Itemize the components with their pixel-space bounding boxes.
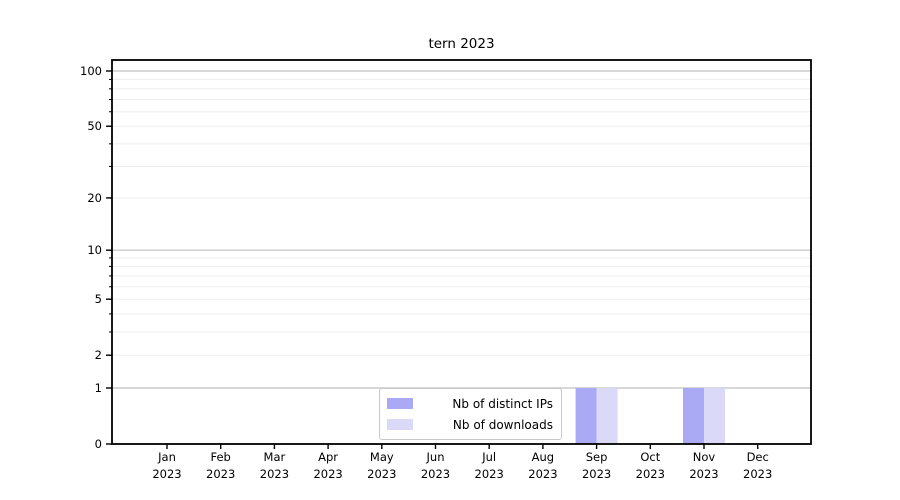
x-tick-label-month: Mar xyxy=(264,450,286,464)
x-tick-label-year: 2023 xyxy=(582,467,611,481)
y-tick-label: 1 xyxy=(95,381,102,395)
x-tick-label-year: 2023 xyxy=(260,467,289,481)
y-tick-label: 10 xyxy=(87,243,102,257)
x-tick-label-year: 2023 xyxy=(367,467,396,481)
x-tick-label-month: Nov xyxy=(693,450,716,464)
bar-nov-distinct-ips xyxy=(683,387,704,444)
y-tick-label: 2 xyxy=(95,348,102,362)
x-tick-label-year: 2023 xyxy=(313,467,342,481)
x-tick-label-month: Apr xyxy=(318,450,338,464)
x-tick-label-year: 2023 xyxy=(475,467,504,481)
plot-border xyxy=(111,59,812,445)
legend-entry-downloads: Nb of downloads xyxy=(387,416,553,433)
legend-swatch-downloads xyxy=(387,419,413,430)
x-tick-label-month: Dec xyxy=(747,450,769,464)
legend-swatch-distinct-ips xyxy=(387,398,413,409)
x-tick-label-year: 2023 xyxy=(636,467,665,481)
legend: Nb of distinct IPs Nb of downloads xyxy=(379,388,562,440)
x-tick-label-month: Sep xyxy=(586,450,608,464)
y-tick-label: 5 xyxy=(95,292,102,306)
x-tick-label-month: May xyxy=(370,450,394,464)
x-tick-label-year: 2023 xyxy=(528,467,557,481)
x-tick-label-year: 2023 xyxy=(421,467,450,481)
x-tick-label-month: Jun xyxy=(426,450,445,464)
y-tick-label: 20 xyxy=(87,191,102,205)
bar-sep-distinct-ips xyxy=(575,387,597,444)
x-tick-label-month: Feb xyxy=(211,450,231,464)
bar-nov-downloads xyxy=(704,387,725,444)
y-tick-label: 0 xyxy=(95,437,102,451)
x-tick-label-month: Aug xyxy=(532,450,554,464)
y-tick-label: 50 xyxy=(87,119,102,133)
legend-label-downloads: Nb of downloads xyxy=(452,417,553,432)
x-tick-label-year: 2023 xyxy=(152,467,181,481)
x-tick-label-month: Jan xyxy=(157,450,176,464)
x-tick-label-year: 2023 xyxy=(689,467,718,481)
legend-label-distinct-ips: Nb of distinct IPs xyxy=(452,396,553,411)
chart-title: tern 2023 xyxy=(428,36,495,52)
x-tick-label-year: 2023 xyxy=(743,467,772,481)
x-tick-label-month: Oct xyxy=(640,450,660,464)
bar-sep-downloads xyxy=(596,387,618,444)
x-tick-label-year: 2023 xyxy=(206,467,235,481)
legend-entry-distinct-ips: Nb of distinct IPs xyxy=(387,395,553,412)
x-tick-label-month: Jul xyxy=(481,450,496,464)
y-tick-label: 100 xyxy=(80,64,102,78)
